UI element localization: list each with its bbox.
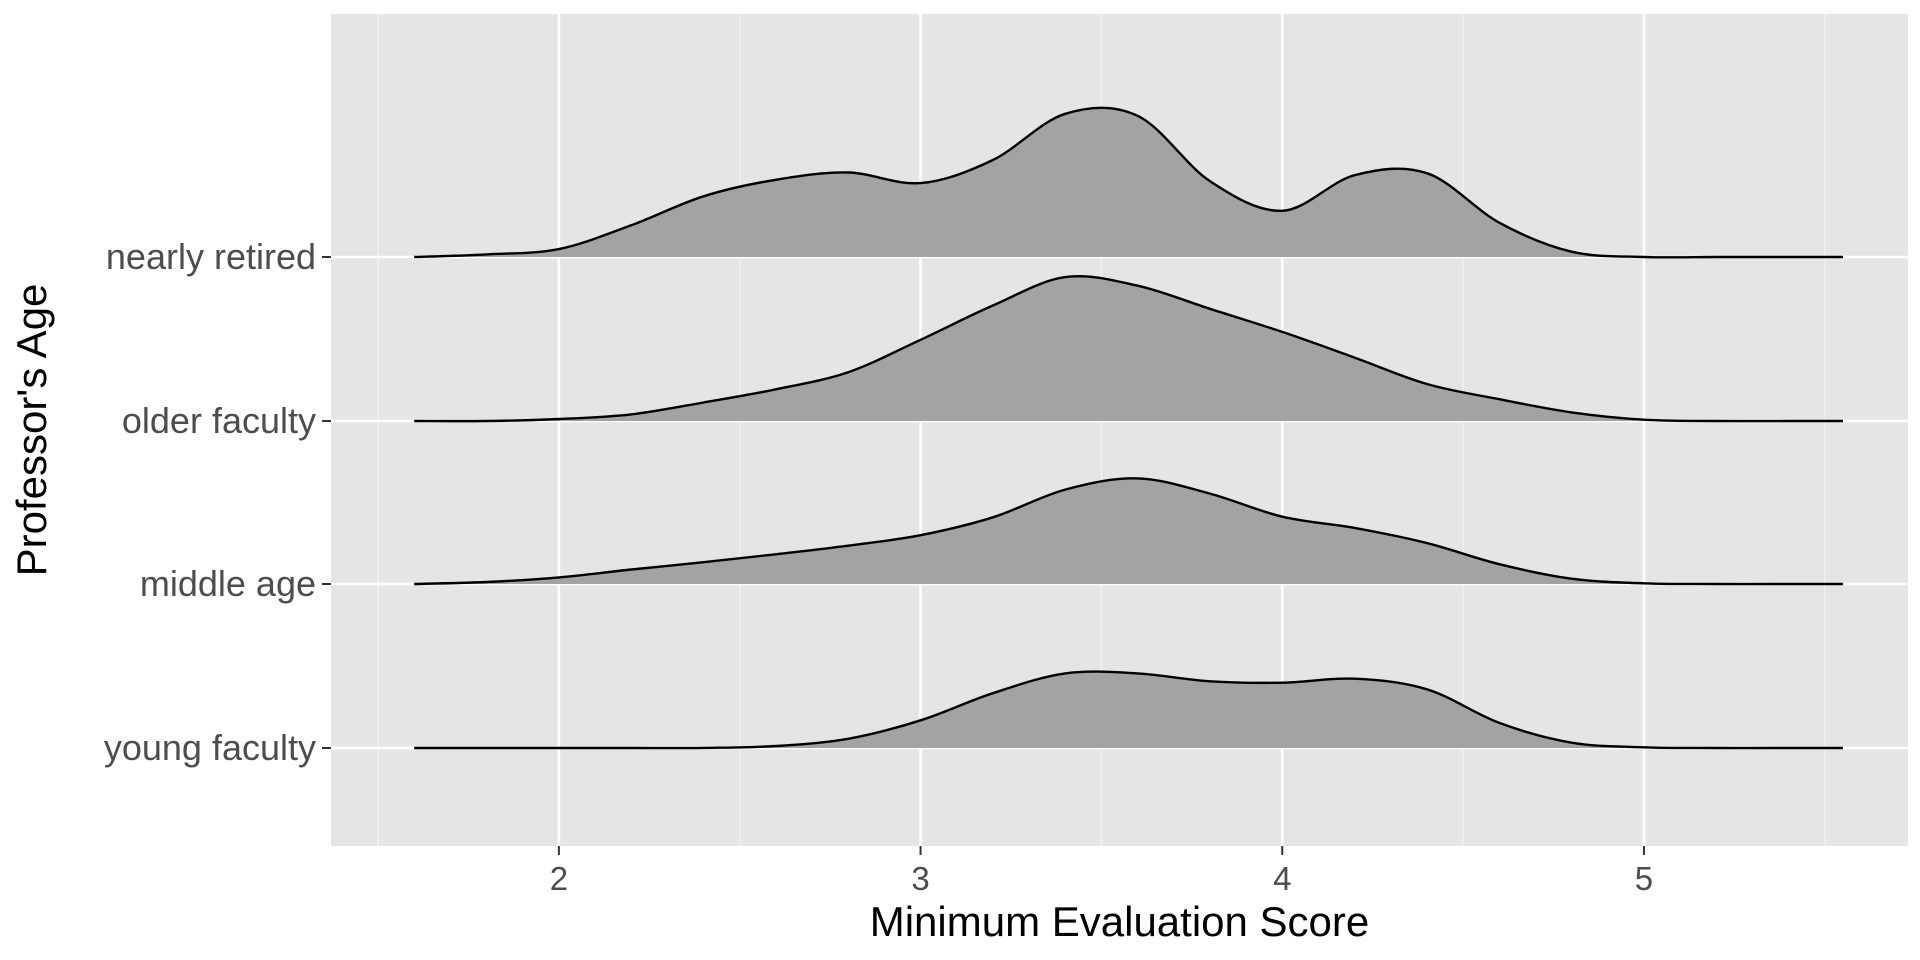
x-axis-title: Minimum Evaluation Score	[870, 898, 1370, 945]
ridge-outline-middle-age	[414, 477, 1843, 586]
ridge-nearly-retired	[414, 106, 1843, 259]
x-tick-label: 2	[550, 860, 568, 897]
y-axis-title: Professor's Age	[8, 284, 55, 577]
ridge-area-older-faculty	[414, 276, 1843, 422]
ridge-middle-age	[414, 477, 1843, 586]
ridge-area-nearly-retired	[414, 107, 1843, 258]
ridge-older-faculty	[414, 275, 1843, 423]
ridge-outline-young-faculty	[414, 670, 1843, 750]
y-tick-label: older faculty	[122, 400, 316, 441]
ridge-outline-older-faculty	[414, 275, 1843, 423]
ridge-densities	[414, 106, 1843, 750]
ridge-area-middle-age	[414, 478, 1843, 585]
y-tick-label: young faculty	[104, 727, 316, 768]
ridge-young-faculty	[414, 670, 1843, 750]
axes: 2 3 4 5 young faculty middle age older faculty…	[104, 236, 1653, 897]
y-tick-label: middle age	[140, 563, 316, 604]
x-tick-label: 4	[1273, 860, 1291, 897]
ridge-outline-nearly-retired	[414, 106, 1843, 259]
x-tick-label: 5	[1635, 860, 1653, 897]
x-tick-label: 3	[911, 860, 929, 897]
ridge-area-young-faculty	[414, 671, 1843, 749]
y-tick-label: nearly retired	[106, 236, 316, 277]
